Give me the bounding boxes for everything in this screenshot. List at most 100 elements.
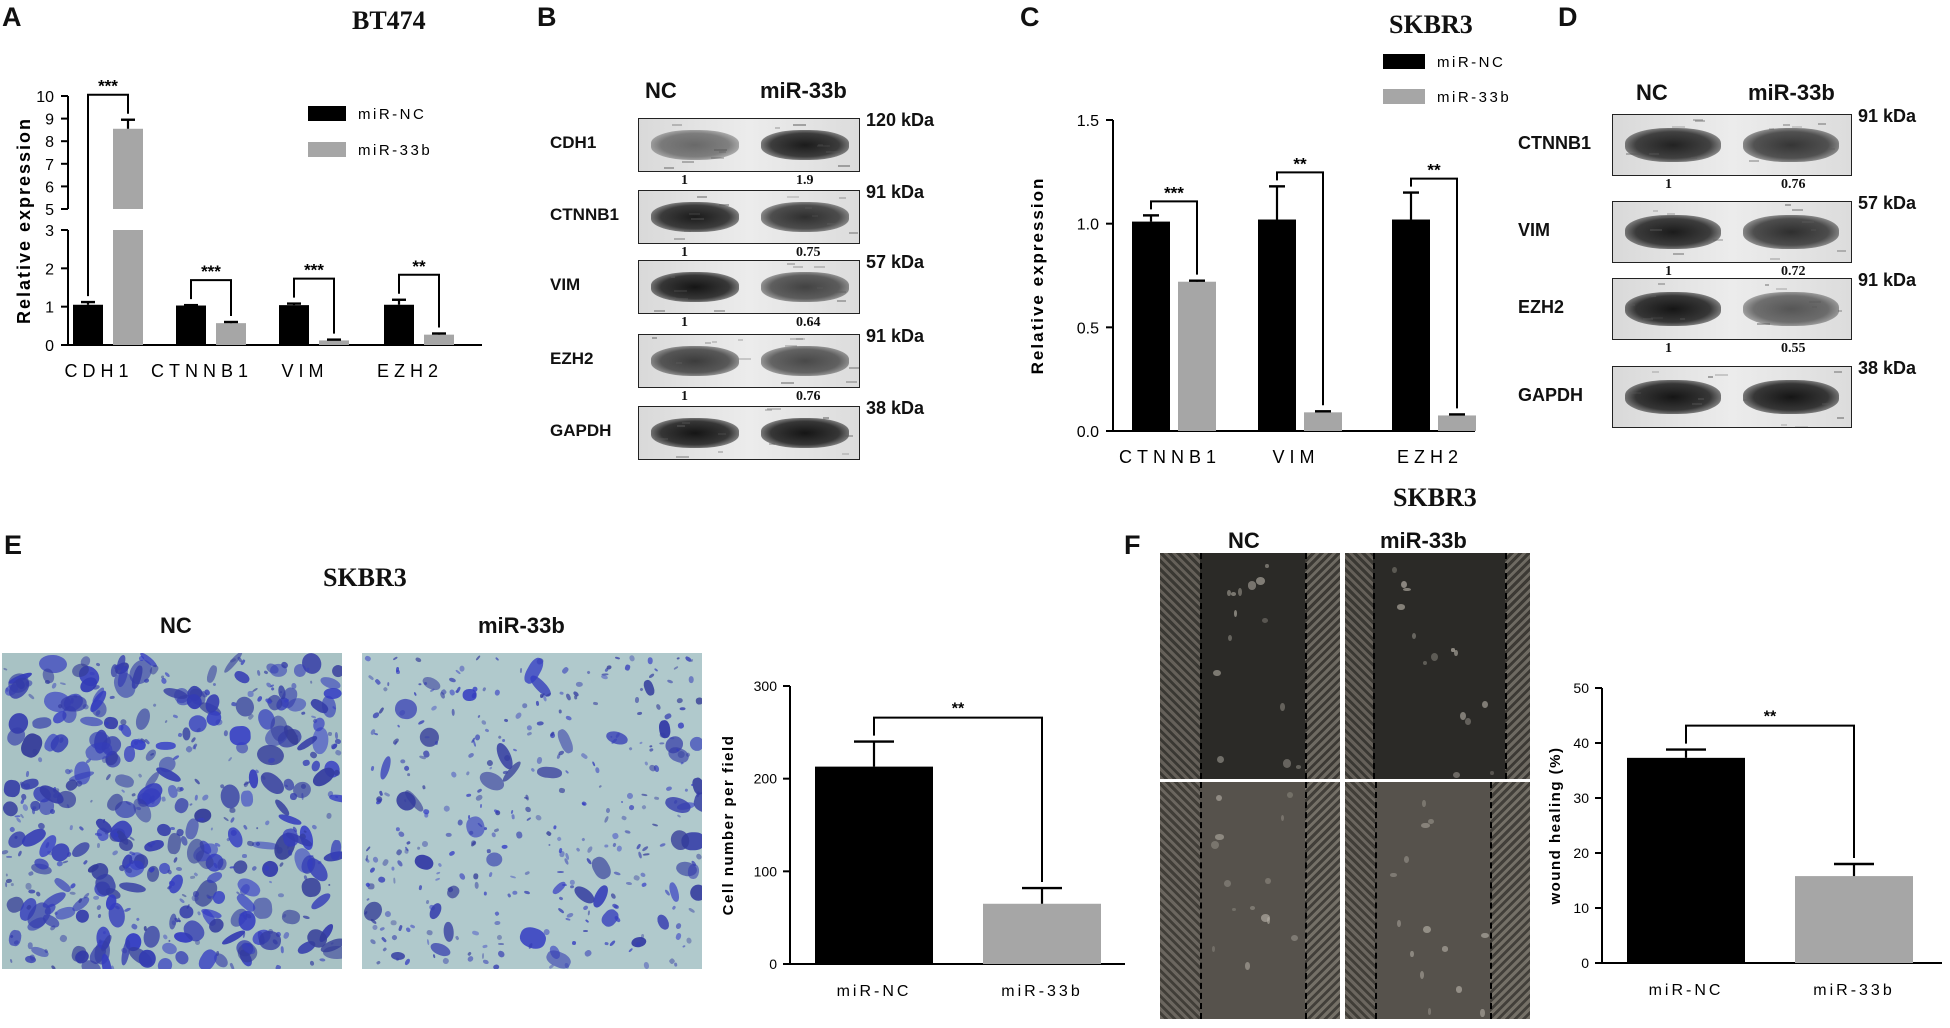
significance-label: ** [1764,709,1777,726]
blot-b-blot-EZH2 [638,334,860,388]
group-CTNNB1-bracket [190,279,232,316]
y-tick-label: 8 [45,134,54,151]
stained-cell [259,858,282,881]
blot-b-band-GAPDH-0 [651,418,739,448]
stained-cell [379,790,384,796]
stained-cell [445,832,452,837]
stained-cell [524,871,531,876]
stained-cell [623,829,631,835]
blot-d-noise [1822,402,1829,405]
stained-cell [289,792,298,801]
blot-d-band-GAPDH-0 [1625,380,1721,414]
blot-b-ratio-EZH2-0: 1 [681,389,688,404]
stained-cell [570,879,576,885]
blot-b-noise [674,298,689,301]
stained-cell [195,946,221,969]
stained-cell [19,813,25,819]
wound-edge-left [1200,553,1202,779]
blot-b-ratio-VIM-1: 0.64 [796,315,821,330]
stained-cell [667,881,681,903]
stained-cell [486,848,491,853]
stained-cell [525,817,532,822]
stained-cell [364,655,372,662]
stained-cell [395,666,399,673]
blot-b-noise [668,297,676,300]
group-CDH1-significance: *** [98,77,118,96]
group-CTNNB1-significance: *** [1164,183,1184,202]
stained-cell [113,772,136,790]
stained-cell [490,832,497,839]
blot-b-col-nc: NC [645,78,677,103]
stained-cell [523,796,529,800]
migrating-cell [1295,765,1302,769]
blot-d-ratio-VIM-1: 0.72 [1781,264,1806,279]
stained-cell [2,849,9,856]
stained-cell [565,714,573,721]
stained-cell [436,862,442,868]
stained-cell [455,685,462,693]
migrating-cell [1404,856,1410,864]
wound-tile-2 [1160,782,1340,1019]
blot-b-noise [664,166,674,169]
blot-b-size-EZH2: 91 kDa [866,326,925,346]
stained-cell [644,760,649,767]
stained-cell [615,656,621,660]
blot-b-noise [817,286,823,289]
stained-cell [519,667,523,673]
migrating-cell [1255,576,1265,585]
blot-d-noise [1649,228,1663,231]
blot-d-noise [1769,258,1781,261]
stained-cell [620,815,627,821]
stained-cell [129,859,134,865]
blot-b-noise [683,230,692,233]
image-label-mir33b: miR-33b [478,613,565,638]
stained-cell [230,816,236,824]
stained-cell [397,830,406,838]
stained-cell [96,904,102,911]
legend-swatch-miR-NC [1383,54,1425,69]
blot-b-size-CTNNB1: 91 kDa [866,182,925,202]
stained-cell [365,897,370,901]
wound-edge-left [1373,553,1375,779]
blot-b-noise [838,164,850,167]
group-CTNNB1-bracket [1150,200,1198,275]
cell-sheet-right [1505,553,1530,779]
stained-cell [527,730,533,736]
stained-cell [382,686,389,693]
stained-cell [178,904,194,919]
stained-cell [462,688,477,701]
migrating-cell [1210,841,1219,850]
stained-cell [130,922,138,931]
stained-cell [520,702,528,709]
group-EZH2-bracket [1410,177,1458,409]
panel-letter-d: D [1558,2,1578,32]
blot-d-noise [1657,283,1666,286]
stained-cell [15,816,22,824]
stained-cell [663,793,693,815]
blot-d-noise [1743,399,1751,402]
stained-cell [404,848,410,855]
stained-cell [27,889,35,894]
migrating-cell [1282,758,1292,768]
stained-cell [364,845,371,853]
stained-cell [560,666,570,675]
migrating-cell [1280,814,1284,822]
stained-cell [688,907,696,914]
blot-d-size-CTNNB1: 91 kDa [1858,106,1917,126]
group-VIM-significance: ** [1293,154,1307,173]
x-tick-label: miR-33b [1813,982,1894,999]
blot-d-band-CTNNB1-1 [1743,128,1839,162]
x-tick-label: VIM [281,361,328,381]
migrating-cell [1450,648,1456,652]
stained-cell [392,737,401,746]
stained-cell [583,948,594,958]
blot-b-noise [675,362,682,365]
blot-b-noise [796,338,806,341]
stained-cell [482,958,490,965]
stained-cell [450,770,458,778]
wound-tile-1 [1345,553,1530,779]
stained-cell [473,873,479,880]
stained-cell [689,675,694,683]
blot-b-col-mir33b: miR-33b [760,78,847,103]
blot-d-band-CTNNB1-0 [1625,128,1721,162]
